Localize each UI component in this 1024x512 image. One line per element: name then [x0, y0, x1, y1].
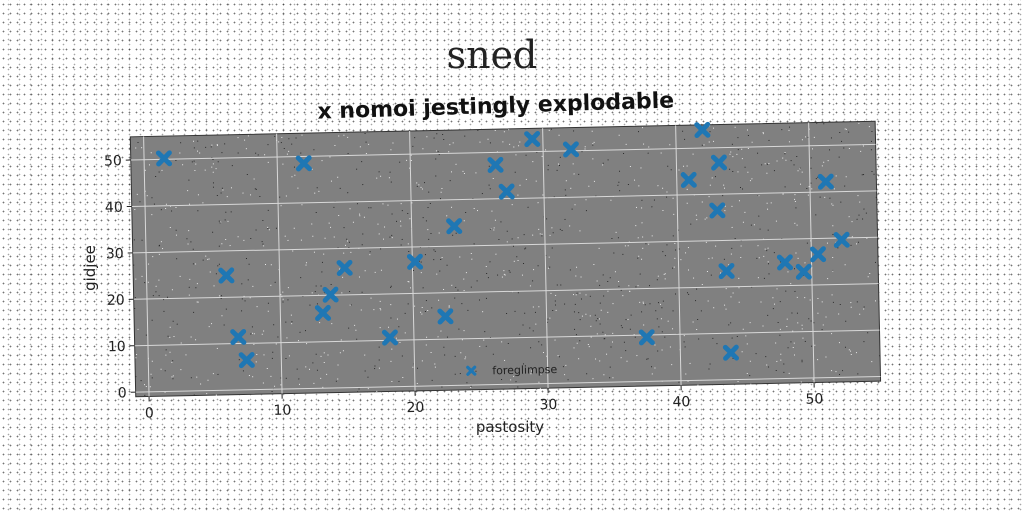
- x-tick-label: 50: [805, 391, 823, 407]
- data-point: [817, 173, 834, 190]
- grid-line-y: [133, 283, 879, 300]
- data-point: [710, 154, 728, 171]
- data-point: [833, 231, 850, 248]
- data-point: [498, 183, 515, 200]
- axes-group: 0 10 20 30 40 50 0 10 20 30 40 50 foreglimpse: [104, 120, 882, 422]
- data-points: [155, 121, 850, 369]
- y-axis-label: gidjee: [81, 245, 99, 291]
- data-point: [680, 171, 697, 189]
- data-point: [218, 267, 235, 284]
- data-point: [381, 329, 399, 346]
- data-point: [295, 155, 312, 172]
- data-point: [487, 156, 504, 174]
- data-point: [776, 254, 794, 271]
- legend-marker-x: [466, 365, 477, 376]
- data-point: [230, 328, 247, 346]
- x-ticks: 0 10 20 30 40 50: [145, 382, 824, 422]
- data-point: [795, 263, 812, 280]
- data-point: [437, 308, 454, 325]
- y-tick-label: 30: [106, 246, 124, 262]
- data-point: [694, 121, 711, 139]
- plot-area: [129, 120, 882, 398]
- data-point: [238, 351, 255, 369]
- grid-line-x: [143, 136, 150, 397]
- grid-line-y: [131, 190, 877, 207]
- x-tick-label: 40: [672, 394, 690, 410]
- data-point: [446, 218, 463, 235]
- data-point: [314, 304, 332, 322]
- data-point: [809, 246, 827, 263]
- plot-texture: [133, 122, 881, 396]
- grid-line-y: [132, 236, 878, 254]
- grid-line-x: [542, 128, 549, 389]
- data-point: [638, 329, 655, 346]
- data-point: [709, 202, 726, 219]
- data-point: [524, 130, 541, 148]
- legend-marker: [466, 365, 477, 376]
- data-point: [562, 141, 580, 158]
- legend: foreglimpse: [466, 363, 558, 377]
- chart-title: x nomoi jestingly explodable: [317, 88, 674, 124]
- legend-label: foreglimpse: [492, 363, 557, 377]
- x-tick-label: 0: [145, 405, 154, 421]
- x-tick-label: 10: [273, 403, 291, 419]
- y-tick-label: 50: [104, 153, 122, 169]
- data-point: [718, 262, 735, 280]
- grid-line-x: [276, 133, 283, 394]
- y-tick-label: 20: [107, 292, 125, 308]
- grid-line-x: [808, 122, 815, 383]
- grid-line-y: [135, 376, 881, 393]
- x-tick-label: 30: [539, 397, 557, 413]
- data-point: [406, 253, 424, 270]
- x-axis-label: pastosity: [476, 418, 544, 436]
- y-tick-label: 10: [108, 339, 126, 355]
- y-ticks: 0 10 20 30 40 50: [104, 153, 136, 401]
- data-point: [155, 150, 173, 167]
- x-tick-label: 20: [406, 400, 424, 416]
- y-tick-label: 0: [118, 385, 127, 401]
- data-point: [322, 286, 339, 303]
- chart-suptitle: sned: [447, 33, 538, 77]
- grid-line-y: [134, 329, 880, 347]
- grid-line-y: [130, 143, 876, 161]
- grid-line-x: [675, 125, 682, 386]
- y-tick-label: 40: [105, 200, 123, 216]
- data-point: [336, 259, 353, 277]
- data-point: [722, 344, 740, 361]
